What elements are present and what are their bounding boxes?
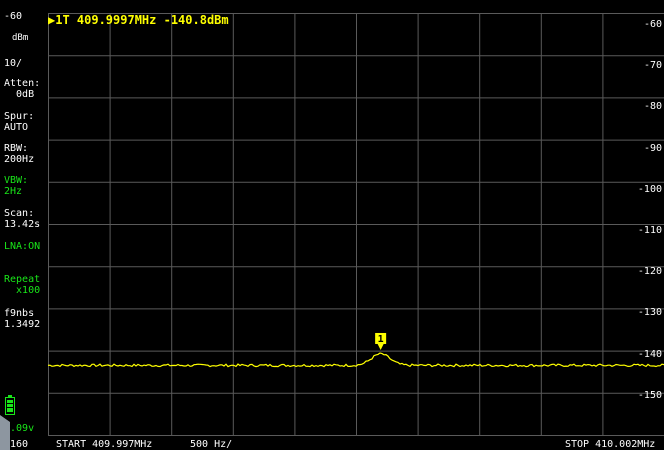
y-axis-label: -90 — [643, 142, 662, 154]
marker-flag-text: 1 — [378, 334, 384, 345]
y-axis-label: -100 — [637, 183, 662, 195]
stop-frequency[interactable]: STOP 410.002MHz — [565, 439, 656, 450]
y-axis-label: -130 — [637, 307, 662, 319]
marker-readout: ▶1T 409.9997MHz -140.8dBm — [48, 13, 229, 27]
y-axis-label: -60 — [643, 19, 662, 30]
rbw-setting[interactable]: RBW: 200Hz — [4, 143, 35, 165]
attenuation-setting[interactable]: Atten: 0dB — [4, 78, 41, 100]
vbw-setting[interactable]: VBW: 2Hz — [4, 175, 29, 197]
firmware-version: f9nbs 1.3492 — [4, 308, 41, 330]
y-axis-label: -120 — [637, 266, 662, 278]
battery-icon — [5, 395, 15, 415]
repeat-setting[interactable]: Repeat x100 — [4, 274, 41, 296]
scan-time[interactable]: Scan: 13.42s — [4, 208, 41, 230]
spur-setting[interactable]: Spur: AUTO — [4, 111, 35, 133]
span-per-division[interactable]: 500 Hz/ — [190, 439, 233, 450]
reference-level[interactable]: -60 — [4, 11, 23, 22]
start-frequency[interactable]: START 409.997MHz — [56, 439, 153, 450]
spectrum-trace — [47, 352, 664, 368]
y-axis-label: -150 — [637, 389, 662, 401]
marker-flag-box — [375, 332, 387, 344]
y-axis-label: -110 — [637, 225, 662, 236]
unit-label: dBm — [12, 33, 29, 43]
scale-per-division[interactable]: 10/ — [4, 58, 23, 69]
marker-flag-pointer — [377, 343, 384, 350]
y-axis-label: -140 — [637, 348, 662, 360]
marker-1-flag: 1 — [375, 332, 387, 350]
y-axis-label: -70 — [643, 60, 662, 72]
lna-status[interactable]: LNA:ON — [4, 241, 41, 252]
plot-grid — [48, 13, 664, 436]
y-axis-label: -80 — [643, 101, 662, 113]
bottom-level: -160 — [4, 439, 29, 450]
battery-voltage: 4.09v — [4, 423, 35, 434]
